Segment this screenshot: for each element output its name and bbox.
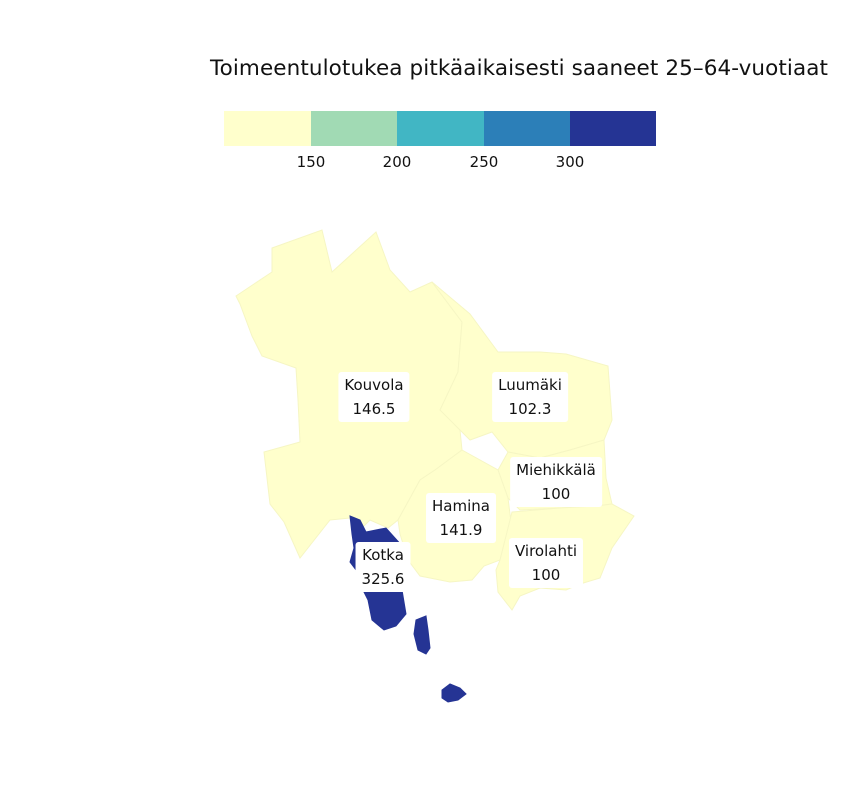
label-miehikkala-name: Miehikkälä — [516, 461, 596, 479]
legend-swatch-1 — [224, 111, 311, 146]
legend-swatch-2 — [311, 111, 397, 146]
label-luumaki-value: 102.3 — [508, 400, 552, 418]
label-miehikkala: Miehikkälä 100 — [510, 457, 602, 507]
label-kouvola-value: 146.5 — [352, 400, 396, 418]
label-virolahti-name: Virolahti — [514, 542, 578, 560]
color-legend: 150 200 250 300 — [0, 0, 864, 200]
region-kotka-island-1 — [413, 615, 431, 655]
label-luumaki: Luumäki 102.3 — [492, 372, 568, 422]
label-kouvola: Kouvola 146.5 — [338, 372, 410, 422]
legend-swatch-3 — [397, 111, 484, 146]
label-virolahti: Virolahti 100 — [508, 538, 584, 588]
label-kotka-name: Kotka — [362, 546, 404, 564]
legend-swatch-5 — [570, 111, 656, 146]
label-miehikkala-value: 100 — [541, 485, 571, 503]
label-luumaki-name: Luumäki — [498, 376, 562, 394]
label-kotka: Kotka 325.6 — [355, 542, 411, 592]
region-kotka-island-2 — [441, 683, 467, 703]
label-hamina-value: 141.9 — [439, 521, 483, 539]
legend-tick-300: 300 — [555, 153, 585, 171]
label-kouvola-name: Kouvola — [344, 376, 404, 394]
legend-tick-250: 250 — [469, 153, 499, 171]
label-hamina: Hamina 141.9 — [426, 493, 496, 543]
legend-tick-200: 200 — [382, 153, 412, 171]
map-title: Toimeentulotukea pitkäaikaisesti saaneet… — [210, 56, 829, 81]
legend-swatch-4 — [484, 111, 570, 146]
legend-tick-150: 150 — [296, 153, 326, 171]
label-hamina-name: Hamina — [432, 497, 490, 515]
label-virolahti-value: 100 — [531, 566, 561, 584]
label-kotka-value: 325.6 — [361, 570, 405, 588]
